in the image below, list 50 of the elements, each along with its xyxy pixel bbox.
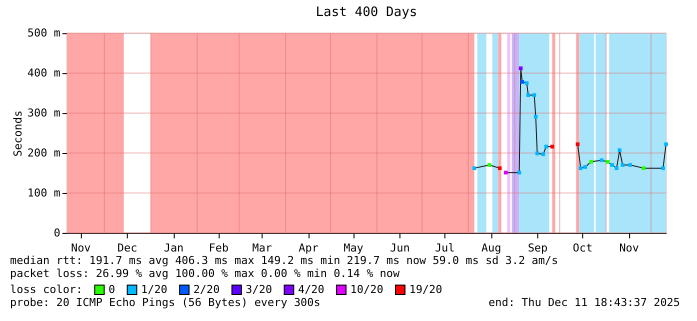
point xyxy=(524,81,529,85)
x-tick-label: Dec xyxy=(117,241,138,254)
x-tick-label: Nov xyxy=(619,241,640,254)
point xyxy=(517,170,522,174)
y-tick-label: 200 m xyxy=(27,146,61,160)
legend-label: 19/20 xyxy=(409,282,442,296)
point xyxy=(532,93,536,97)
x-tick-label: Jun xyxy=(390,241,410,254)
legend-label: 3/20 xyxy=(246,282,272,296)
text: end: Thu Dec 11 18:43:37 2025 xyxy=(488,296,680,309)
x-tick-label: Nov xyxy=(70,241,92,254)
legend-label: 0 xyxy=(108,282,116,296)
point xyxy=(661,166,665,170)
legend-label: 2/20 xyxy=(193,282,220,296)
point xyxy=(628,163,632,167)
point xyxy=(487,163,492,167)
text: median rtt: 191.7 ms avg 406.3 ms max 149.2 ms min 219.7 ms now 59.0 ms sd 3.2 am/s xyxy=(10,254,558,267)
x-tick-label: Mar xyxy=(252,241,272,254)
legend-label: 4/20 xyxy=(298,282,324,296)
x-tick-label: Jul xyxy=(434,241,455,254)
y-axis-title: Seconds xyxy=(11,110,24,157)
y-tick-label: 100 m xyxy=(27,186,61,200)
text: probe: 20 ICMP Echo Pings (56 Bytes) every 300s xyxy=(10,296,320,309)
point xyxy=(535,152,540,156)
point xyxy=(520,80,524,84)
x-tick-label: May xyxy=(344,241,364,254)
point xyxy=(618,148,622,152)
point xyxy=(614,166,618,170)
x-tick-label: Aug xyxy=(481,241,502,254)
point xyxy=(610,163,614,167)
x-tick-label: Oct xyxy=(572,241,593,254)
chart-title: Last 400 Days xyxy=(316,5,418,20)
point xyxy=(504,170,508,174)
x-tick-label: Jan xyxy=(164,241,184,254)
legend-title: loss color: xyxy=(10,282,83,296)
legend-label: 1/20 xyxy=(141,282,168,296)
point xyxy=(620,163,624,167)
y-tick-label: 400 m xyxy=(27,66,61,80)
x-tick-label: Feb xyxy=(208,241,229,254)
x-tick-label: Apr xyxy=(298,241,319,254)
point xyxy=(642,166,646,170)
y-tick-label: 500 m xyxy=(27,26,61,40)
point xyxy=(583,165,588,169)
legend-label: 10/20 xyxy=(350,282,384,296)
y-tick-label: 300 m xyxy=(27,106,61,120)
y-tick-label: 0 xyxy=(54,226,60,240)
point xyxy=(664,142,668,146)
point xyxy=(526,93,530,97)
x-tick-label: Sep xyxy=(528,241,548,254)
text: packet loss: 26.99 % avg 100.00 % max 0.00 % min 0.14 % now xyxy=(10,266,400,280)
